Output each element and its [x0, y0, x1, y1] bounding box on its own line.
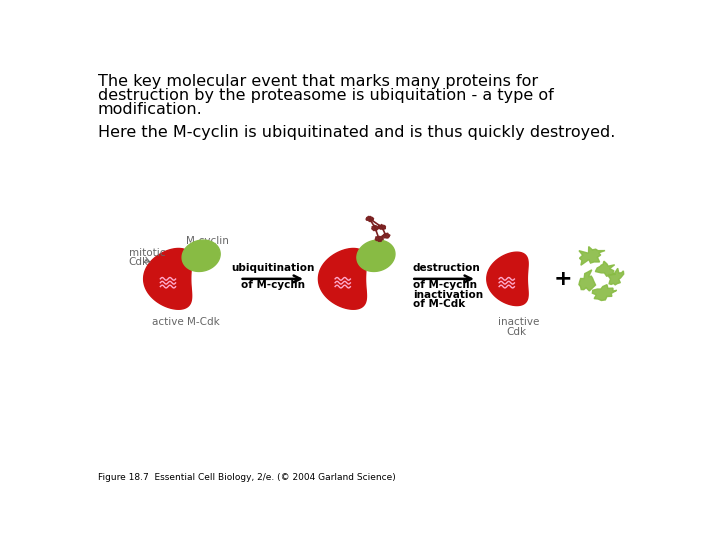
Text: Figure 18.7  Essential Cell Biology, 2/e. (© 2004 Garland Science): Figure 18.7 Essential Cell Biology, 2/e.… [98, 473, 396, 482]
Text: active M-Cdk: active M-Cdk [152, 318, 220, 327]
Text: of M-cyclin: of M-cyclin [413, 280, 477, 291]
Text: The key molecular event that marks many proteins for: The key molecular event that marks many … [98, 74, 538, 89]
Polygon shape [593, 285, 617, 300]
Polygon shape [608, 268, 624, 285]
Text: destruction by the proteasome is ubiquitation - a type of: destruction by the proteasome is ubiquit… [98, 88, 554, 103]
Text: inactive: inactive [498, 318, 540, 327]
Polygon shape [382, 233, 390, 238]
Polygon shape [379, 225, 386, 230]
Text: +: + [554, 269, 572, 289]
Polygon shape [372, 225, 379, 231]
Text: M-cyclin: M-cyclin [186, 236, 229, 246]
Polygon shape [318, 248, 366, 309]
Polygon shape [143, 248, 192, 309]
Text: destruction: destruction [413, 262, 481, 273]
Text: of M-Cdk: of M-Cdk [413, 299, 465, 309]
Polygon shape [366, 217, 374, 221]
Text: mitotic: mitotic [129, 248, 166, 258]
Text: Cdk: Cdk [129, 256, 149, 267]
Text: of M-cyclin: of M-cyclin [240, 280, 305, 291]
Polygon shape [595, 261, 616, 276]
Text: modification.: modification. [98, 102, 203, 117]
Text: ubiquitination: ubiquitination [231, 262, 315, 273]
Polygon shape [375, 237, 383, 241]
Text: Here the M-cyclin is ubiquitinated and is thus quickly destroyed.: Here the M-cyclin is ubiquitinated and i… [98, 125, 616, 140]
Text: inactivation: inactivation [413, 289, 483, 300]
Text: Cdk: Cdk [506, 327, 526, 336]
Polygon shape [579, 247, 605, 265]
Polygon shape [357, 240, 395, 272]
Polygon shape [579, 270, 595, 291]
Polygon shape [182, 240, 220, 272]
Polygon shape [487, 252, 528, 306]
